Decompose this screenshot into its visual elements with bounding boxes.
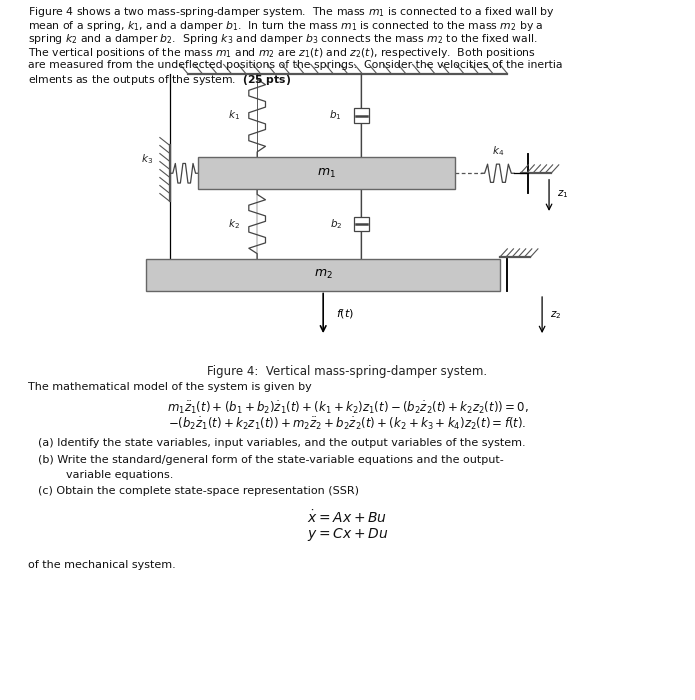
Bar bbox=[198, 158, 455, 189]
Text: The mathematical model of the system is given by: The mathematical model of the system is … bbox=[28, 382, 311, 391]
Text: (a) Identify the state variables, input variables, and the output variables of t: (a) Identify the state variables, input … bbox=[38, 438, 526, 447]
Text: variable equations.: variable equations. bbox=[66, 470, 173, 480]
Text: $m_1$: $m_1$ bbox=[317, 167, 336, 180]
Text: spring $k_2$ and a damper $b_2$.  Spring $k_3$ and damper $b_3$ connects the mas: spring $k_2$ and a damper $b_2$. Spring … bbox=[28, 32, 538, 46]
Text: $m_1\ddot{z}_1(t) + (b_1 + b_2)\dot{z}_1(t) + (k_1 + k_2)z_1(t) - (b_2\dot{z}_2(: $m_1\ddot{z}_1(t) + (b_1 + b_2)\dot{z}_1… bbox=[167, 399, 528, 416]
Text: of the mechanical system.: of the mechanical system. bbox=[28, 560, 176, 570]
Text: Figure 4:  Vertical mass-spring-damper system.: Figure 4: Vertical mass-spring-damper sy… bbox=[207, 365, 488, 379]
Text: $y = Cx + Du$: $y = Cx + Du$ bbox=[306, 526, 389, 543]
Text: Figure 4 shows a two mass-spring-damper system.  The mass $m_1$ is connected to : Figure 4 shows a two mass-spring-damper … bbox=[28, 5, 555, 19]
Text: $k_1$: $k_1$ bbox=[228, 108, 240, 122]
Text: elments as the outputs of the system.  $\mathbf{(25\ pts)}$: elments as the outputs of the system. $\… bbox=[28, 73, 291, 87]
Text: are measured from the undeflected positions of the springs.  Consider the veloci: are measured from the undeflected positi… bbox=[28, 60, 562, 69]
Text: $f(t)$: $f(t)$ bbox=[336, 307, 354, 320]
Text: $b_2$: $b_2$ bbox=[329, 217, 342, 231]
Text: (c) Obtain the complete state-space representation (SSR): (c) Obtain the complete state-space repr… bbox=[38, 486, 359, 496]
Text: $-(b_2\dot{z}_1(t) + k_2 z_1(t)) + m_2\ddot{z}_2 + b_2\dot{z}_2(t) + (k_2 + k_3 : $-(b_2\dot{z}_1(t) + k_2 z_1(t)) + m_2\d… bbox=[168, 416, 527, 433]
Text: $z_1$: $z_1$ bbox=[557, 188, 569, 200]
Bar bbox=[146, 259, 500, 290]
Bar bbox=[354, 108, 369, 122]
Text: $k_3$: $k_3$ bbox=[141, 153, 153, 167]
Text: $\dot{x} = Ax + Bu$: $\dot{x} = Ax + Bu$ bbox=[307, 510, 388, 526]
Bar bbox=[354, 217, 369, 231]
Text: $z_2$: $z_2$ bbox=[550, 309, 562, 321]
Text: $k_2$: $k_2$ bbox=[228, 217, 240, 231]
Text: $b_1$: $b_1$ bbox=[329, 108, 342, 122]
Text: $m_2$: $m_2$ bbox=[313, 268, 333, 281]
Text: (b) Write the standard/general form of the state-variable equations and the outp: (b) Write the standard/general form of t… bbox=[38, 455, 504, 465]
Text: mean of a spring, $k_1$, and a damper $b_1$.  In turn the mass $m_1$ is connecte: mean of a spring, $k_1$, and a damper $b… bbox=[28, 18, 543, 32]
Text: The vertical positions of the mass $m_1$ and $m_2$ are $z_1(t)$ and $z_2(t)$, re: The vertical positions of the mass $m_1$… bbox=[28, 46, 536, 60]
Text: $k_4$: $k_4$ bbox=[492, 144, 504, 158]
